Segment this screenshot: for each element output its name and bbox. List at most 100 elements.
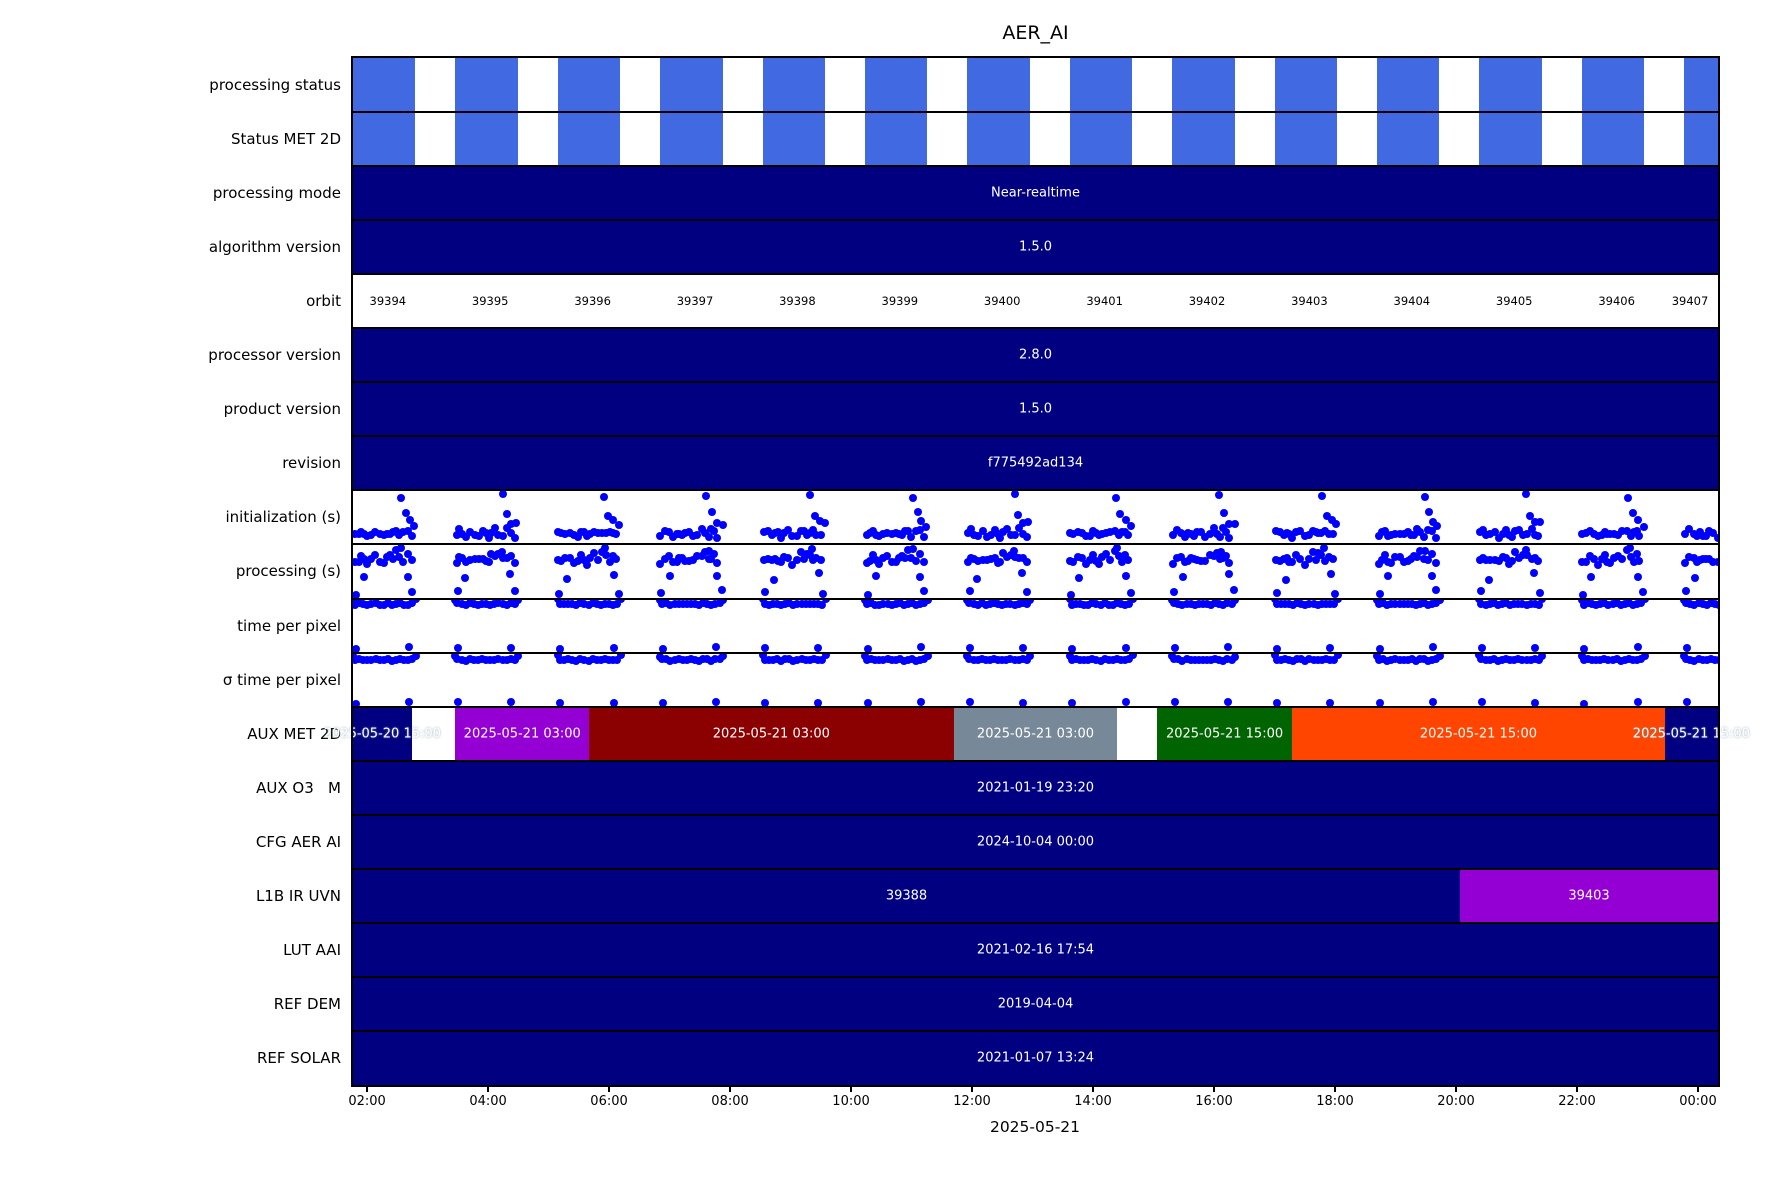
scatter-dot [1170, 644, 1179, 653]
scatter-dot [1014, 511, 1023, 520]
scatter-dot [805, 600, 814, 609]
scatter-dot [1085, 532, 1094, 541]
scatter-dot [494, 654, 503, 663]
scatter-dot [1170, 655, 1179, 664]
scatter-dot [1280, 599, 1289, 608]
scatter-dot [606, 558, 615, 566]
scatter-dot [710, 527, 719, 536]
scatter-dot [978, 527, 987, 536]
scatter-dot [1632, 526, 1641, 535]
scatter-dot [609, 515, 618, 524]
scatter-dot [1510, 600, 1519, 609]
scatter-dot [969, 656, 978, 665]
scatter-dot [1632, 550, 1641, 558]
scatter-dot [576, 654, 585, 663]
scatter-dot [1101, 529, 1110, 538]
scatter-dot [761, 644, 770, 653]
scatter-dot [869, 551, 877, 560]
scatter-dot [781, 655, 790, 664]
scatter-dot [1682, 599, 1691, 608]
scatter-dot [1680, 558, 1689, 567]
status-interval-bar [1479, 58, 1542, 113]
scatter-dot [1121, 515, 1130, 524]
scatter-dot [1328, 555, 1337, 564]
scatter-dot [1604, 656, 1613, 665]
scatter-dot [502, 656, 511, 665]
segment-label: 2025-05-21 15:00 [1165, 726, 1284, 742]
scatter-dot [879, 553, 888, 562]
scatter-dot [1482, 531, 1491, 540]
scatter-dot [903, 546, 912, 555]
scatter-dot [1412, 552, 1421, 561]
scatter-dot [486, 656, 495, 665]
scatter-dot [1433, 522, 1442, 531]
scatter-dot [875, 600, 884, 609]
scatter-dot [658, 644, 667, 653]
bar-value: 2021-01-19 23:20 [976, 780, 1095, 796]
scatter-dot [695, 601, 704, 610]
scatter-dot [1428, 526, 1437, 535]
scatter-dot [1588, 655, 1597, 664]
row-label: AUX MET 2D [247, 724, 341, 743]
scatter-dot [1587, 572, 1596, 581]
scatter-dot [379, 656, 388, 665]
status-interval-bar [1069, 112, 1133, 167]
scatter-dot [1002, 552, 1011, 561]
scatter-dot [909, 545, 918, 554]
status-interval-bar [455, 58, 518, 113]
scatter-dot [1376, 589, 1385, 598]
orbit-number: 39404 [1393, 294, 1431, 309]
scatter-dot [1713, 533, 1718, 542]
scatter-dot [672, 558, 681, 567]
scatter-dot [1580, 699, 1589, 707]
scatter-dot [510, 600, 519, 609]
scatter-dot [1006, 531, 1015, 540]
scatter-dot [1100, 599, 1109, 608]
scatter-dot [713, 534, 722, 543]
scatter-dot [792, 556, 801, 565]
scatter-dot [1713, 557, 1718, 566]
scatter-dot [573, 557, 582, 566]
scatter-dot [1594, 560, 1603, 569]
scatter-dot [1006, 599, 1015, 608]
scatter-dot [985, 600, 994, 609]
scatter-dot [1379, 654, 1388, 663]
scatter-dot [864, 590, 873, 599]
scatter-dot [366, 531, 375, 540]
segment-label: 39388 [885, 888, 928, 904]
scatter-dot [452, 530, 461, 539]
bar-value: 2021-02-16 17:54 [976, 942, 1095, 958]
row-label: L1B IR UVN [255, 886, 341, 905]
scatter-dot [452, 558, 461, 567]
scatter-dot [920, 599, 929, 608]
scatter-dot [974, 531, 983, 540]
x-tick-mark [608, 1085, 611, 1092]
scatter-dot [1321, 599, 1330, 608]
status-interval-bar [1172, 112, 1235, 167]
scatter-dot [792, 532, 801, 541]
scatter-dot [367, 600, 376, 609]
scatter-dot [498, 548, 507, 557]
scatter-dot [797, 655, 806, 664]
scatter-dot [965, 599, 974, 608]
scatter-dot [1489, 655, 1498, 663]
scatter-dot [718, 521, 727, 530]
orbit-number: 39399 [881, 294, 919, 309]
scatter-dot [1608, 600, 1617, 609]
scatter-dot [1121, 572, 1130, 581]
scatter-dot [977, 599, 986, 608]
scatter-dot [596, 600, 605, 609]
scatter-dot [820, 518, 829, 527]
chart-row: Near-realtime [353, 166, 1718, 221]
scatter-dot [387, 656, 396, 665]
scatter-dot [760, 527, 769, 536]
scatter-dot [1301, 601, 1310, 610]
scatter-dot [1435, 598, 1444, 605]
scatter-dot [1313, 656, 1322, 665]
scatter-dot [1395, 553, 1404, 562]
scatter-dot [554, 590, 563, 599]
scatter-dot [1531, 644, 1540, 653]
scatter-dot [801, 655, 810, 664]
scatter-dot [1293, 655, 1302, 664]
scatter-dot [809, 599, 818, 608]
